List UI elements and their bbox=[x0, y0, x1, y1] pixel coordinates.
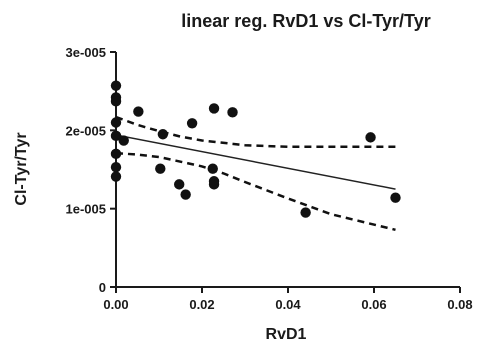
x-tick-label: 0.04 bbox=[275, 297, 301, 312]
x-tick-label: 0.02 bbox=[189, 297, 214, 312]
data-point bbox=[110, 96, 122, 107]
data-point bbox=[180, 189, 191, 200]
x-axis-label: RvD1 bbox=[266, 326, 307, 343]
data-point bbox=[174, 179, 185, 190]
data-point bbox=[390, 192, 401, 203]
data-point bbox=[110, 148, 122, 160]
y-tick-label: 1e-005 bbox=[66, 202, 106, 217]
confidence-band-upper bbox=[115, 115, 396, 149]
data-point bbox=[207, 163, 218, 174]
data-point bbox=[365, 132, 376, 143]
data-point bbox=[227, 107, 238, 118]
data-point bbox=[186, 118, 198, 129]
data-point bbox=[110, 130, 122, 142]
x-tick-label: 0.00 bbox=[103, 297, 128, 312]
data-points bbox=[110, 80, 401, 218]
x-tick-label: 0.06 bbox=[361, 297, 386, 312]
data-point bbox=[208, 103, 220, 114]
x-tick-label: 0.08 bbox=[447, 297, 472, 312]
data-point bbox=[133, 106, 144, 117]
data-point bbox=[110, 161, 122, 173]
ticks: 0.00 0.02 0.04 0.06 0.08 0 1e-005 2e-005 3e-005 bbox=[66, 45, 473, 312]
y-axis-label: Cl-Tyr/Tyr bbox=[13, 132, 30, 205]
data-point bbox=[110, 171, 122, 182]
y-tick-label: 2e-005 bbox=[66, 123, 106, 138]
data-point bbox=[300, 207, 311, 218]
axes bbox=[115, 52, 460, 288]
data-point bbox=[110, 117, 122, 128]
data-point bbox=[118, 135, 129, 146]
data-point bbox=[157, 129, 169, 140]
data-point bbox=[110, 80, 122, 91]
y-tick-label: 0 bbox=[99, 280, 106, 295]
y-tick-label: 3e-005 bbox=[66, 45, 106, 60]
data-point bbox=[155, 163, 166, 174]
chart-title: linear reg. RvD1 vs Cl-Tyr/Tyr bbox=[181, 11, 430, 31]
data-point bbox=[208, 179, 220, 190]
regression-line bbox=[115, 134, 396, 190]
